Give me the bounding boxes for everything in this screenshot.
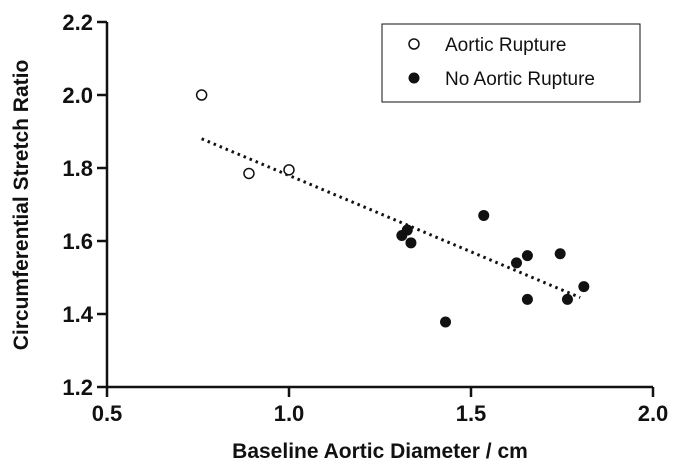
y-tick-label: 1.8 — [62, 156, 93, 181]
no-aortic-rupture-point — [478, 209, 490, 221]
no-aortic-rupture-point — [578, 281, 590, 293]
legend-box — [381, 23, 641, 103]
y-tick-label: 1.4 — [62, 302, 93, 327]
legend-marker-no-aortic-rupture — [408, 72, 420, 84]
y-ticks: 1.2 1.4 1.6 1.8 2.0 2.2 — [62, 10, 107, 400]
y-tick-label: 1.2 — [62, 375, 93, 400]
aortic-rupture-point — [195, 89, 208, 101]
no-aortic-rupture-point — [401, 224, 413, 236]
x-tick-label: 1.5 — [456, 401, 487, 426]
x-tick-label: 2.0 — [638, 401, 669, 426]
x-tick-label: 0.5 — [92, 401, 123, 426]
no-aortic-rupture-point — [440, 316, 452, 328]
legend-label-no-aortic-rupture: No Aortic Rupture — [445, 69, 595, 90]
y-tick-label: 1.6 — [62, 229, 93, 254]
y-tick-label: 2.2 — [62, 10, 93, 35]
aortic-rupture-point — [283, 164, 295, 176]
data-points — [195, 89, 590, 328]
no-aortic-rupture-point — [405, 237, 417, 249]
no-aortic-rupture-point — [521, 293, 533, 305]
x-axis-title: Baseline Aortic Diameter / cm — [232, 440, 528, 463]
legend-label-aortic-rupture: Aortic Rupture — [445, 35, 566, 56]
legend: Aortic Rupture No Aortic Rupture — [381, 23, 641, 103]
legend-marker-aortic-rupture — [408, 38, 420, 50]
no-aortic-rupture-point — [554, 248, 566, 260]
no-aortic-rupture-point — [561, 293, 573, 305]
trendline-path — [201, 137, 581, 299]
y-axis-title: Circumferential Stretch Ratio — [10, 60, 33, 351]
trendline — [201, 137, 581, 299]
x-tick-label: 1.0 — [274, 401, 305, 426]
no-aortic-rupture-point — [521, 250, 533, 262]
y-tick-label: 2.0 — [62, 83, 93, 108]
no-aortic-rupture-point — [511, 257, 522, 269]
aortic-rupture-point — [243, 167, 255, 180]
x-ticks: 0.5 1.0 1.5 2.0 — [92, 387, 669, 426]
